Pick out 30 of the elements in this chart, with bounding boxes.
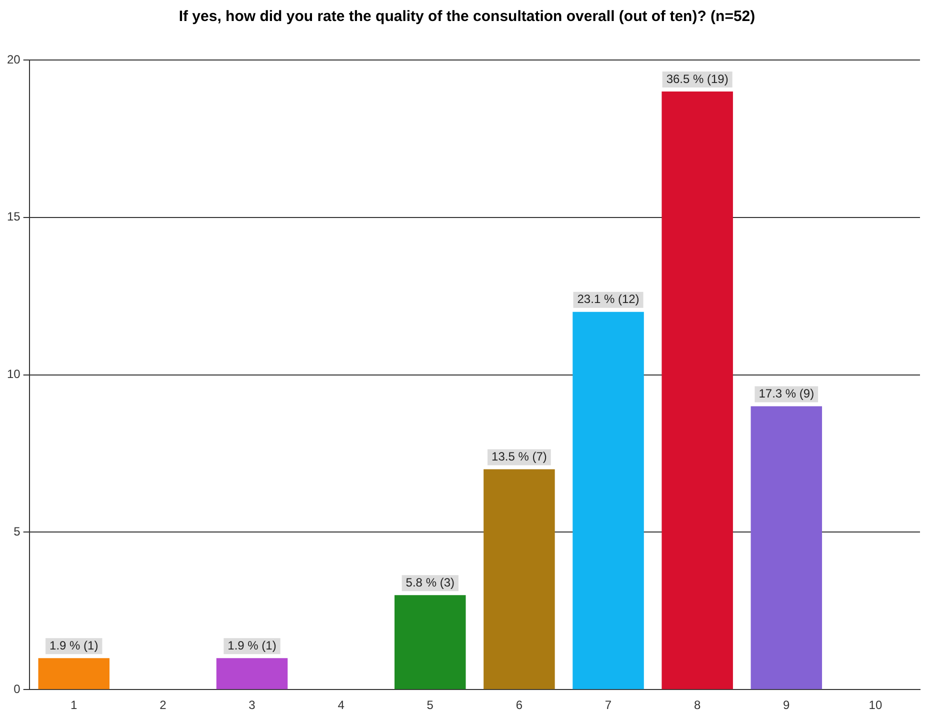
y-tick-label: 15: [6, 210, 21, 224]
data-label: 17.3 % (9): [758, 386, 814, 401]
chart-title: If yes, how did you rate the quality of the consultation overall (out of ten)? (n=52): [178, 8, 756, 25]
bar: [662, 91, 733, 690]
data-label: 1.9 % (1): [50, 638, 98, 652]
x-tick-label: 2: [160, 698, 167, 712]
data-label: 13.5 % (7): [492, 450, 547, 464]
x-tick-label: 7: [604, 698, 612, 712]
data-label: 5.8 % (3): [406, 575, 454, 590]
x-tick-label: 4: [338, 698, 345, 712]
data-label: 36.5 % (19): [666, 72, 728, 86]
x-tick-label: 1: [70, 698, 78, 712]
data-label: 23.1 % (12): [577, 292, 640, 306]
y-tick-label: 10: [6, 367, 21, 382]
bar: [750, 406, 822, 690]
x-tick-label: 3: [248, 698, 256, 712]
x-tick-label: 9: [783, 698, 790, 712]
x-tick-label: 5: [426, 698, 434, 712]
bar: [38, 658, 110, 690]
bar: [394, 595, 466, 690]
data-label: 1.9 % (1): [228, 638, 276, 652]
x-tick-label: 6: [516, 698, 523, 712]
x-tick-label: 8: [694, 698, 701, 712]
bar: [572, 312, 644, 690]
y-tick-label: 20: [6, 52, 21, 66]
x-tick-label: 10: [868, 698, 882, 712]
y-tick-label: 5: [14, 524, 21, 539]
y-tick-label: 0: [14, 682, 21, 696]
bar: [484, 469, 555, 690]
bar: [216, 658, 288, 690]
